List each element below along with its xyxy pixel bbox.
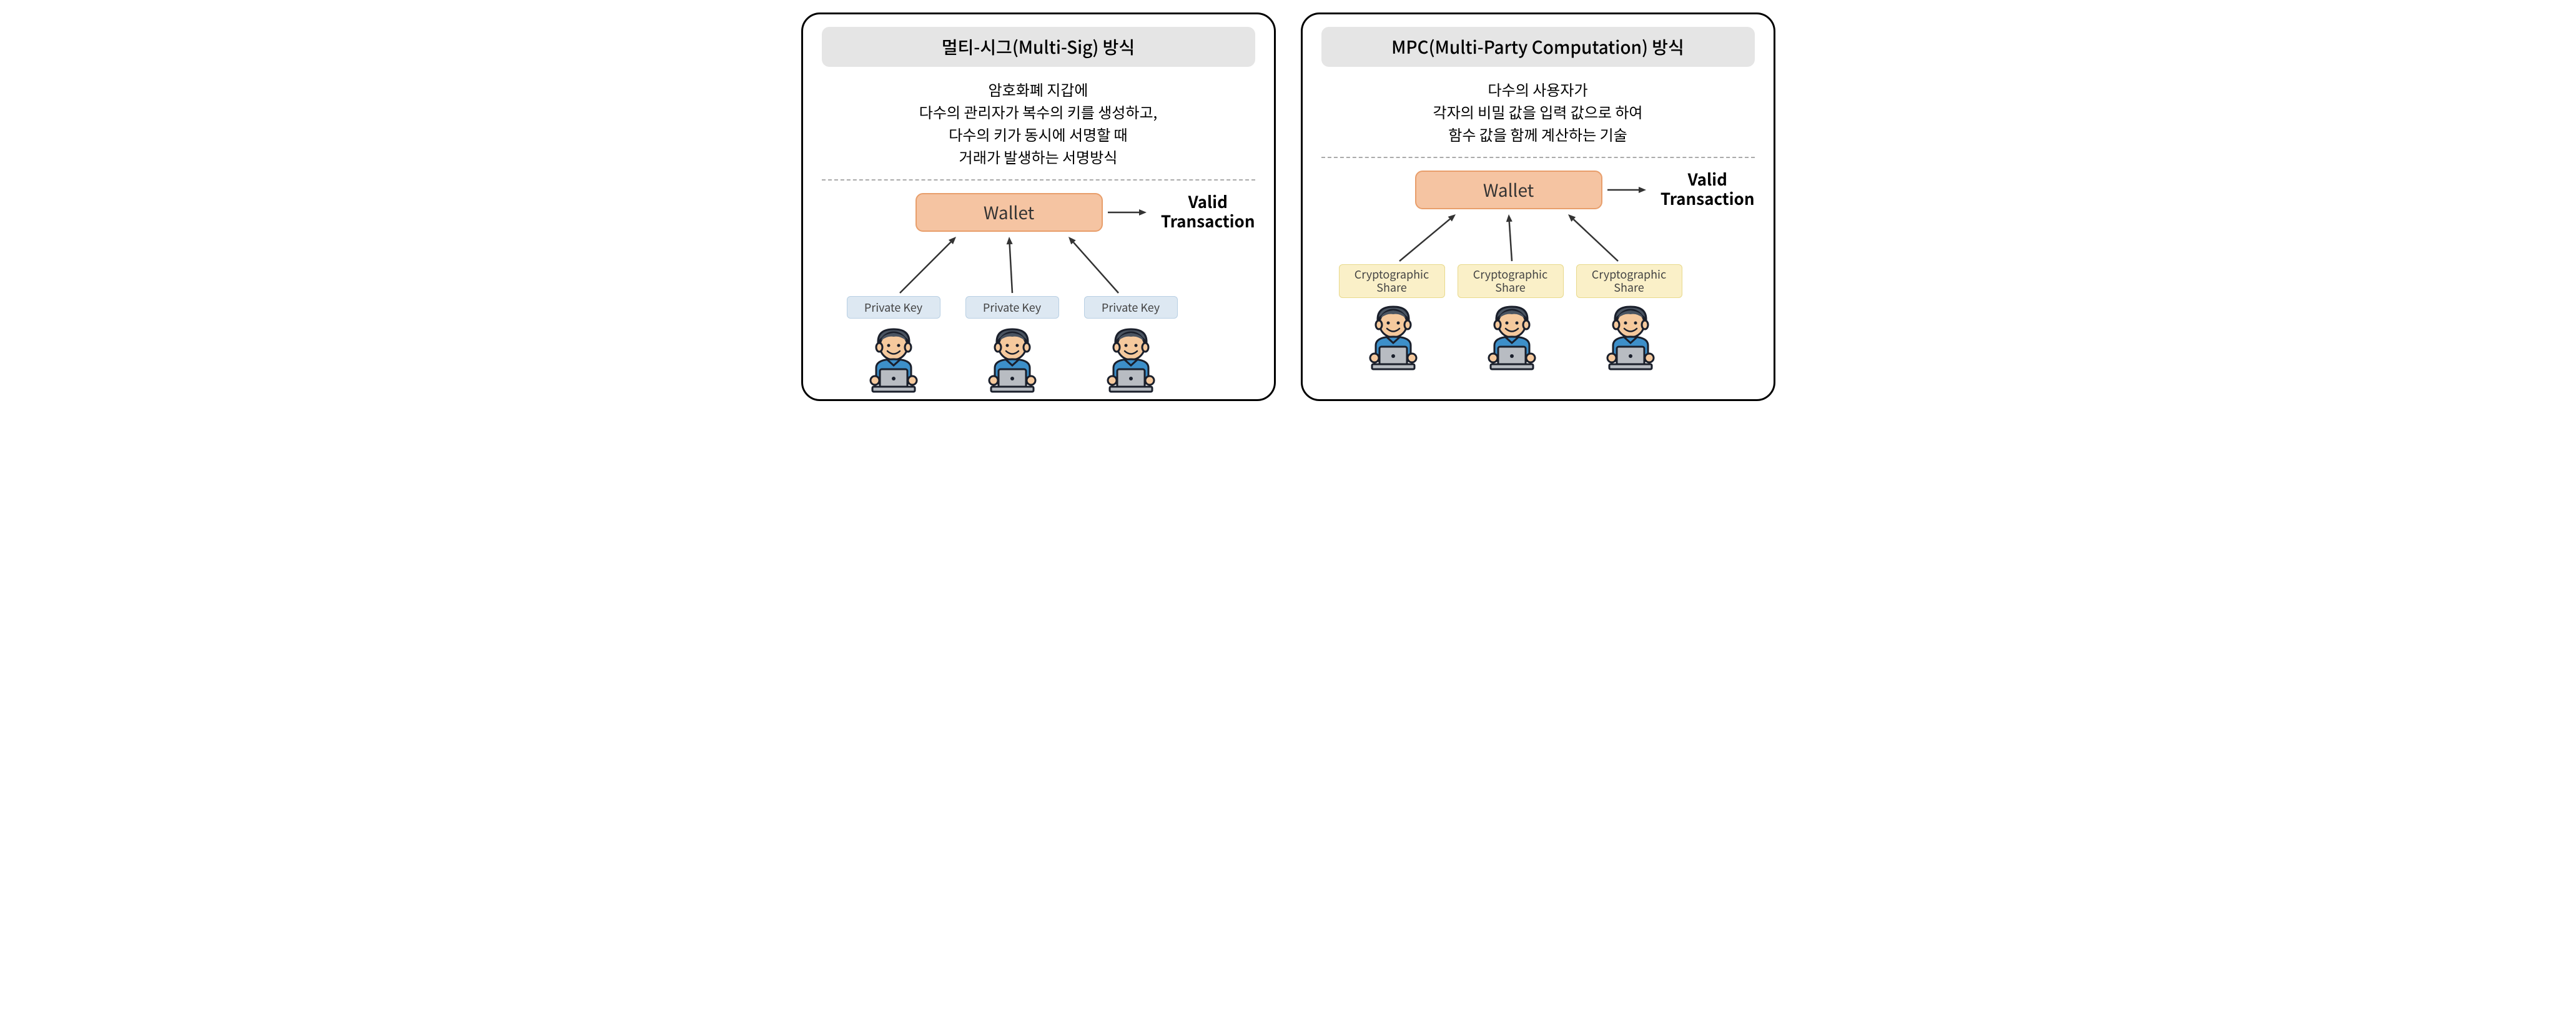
user-icon — [1093, 324, 1168, 393]
key-box: Private Key — [965, 296, 1059, 319]
key-box: Private Key — [847, 296, 940, 319]
user-icon — [1474, 302, 1549, 370]
valid-transaction-label: Valid Transaction — [1161, 192, 1255, 231]
panel-title: MPC(Multi-Party Computation) 방식 — [1321, 27, 1755, 67]
diagram-area: Wallet Valid Transaction Cryptographic S… — [1321, 171, 1755, 370]
panel-title: 멀티-시그(Multi-Sig) 방식 — [822, 27, 1255, 67]
multisig-panel: 멀티-시그(Multi-Sig) 방식 암호화폐 지갑에 다수의 관리자가 복수… — [801, 12, 1276, 401]
key-box: Cryptographic Share — [1458, 264, 1564, 298]
key-box: Private Key — [1084, 296, 1178, 319]
valid-transaction-label: Valid Transaction — [1661, 169, 1755, 208]
user-icon — [1356, 302, 1431, 370]
mpc-panel: MPC(Multi-Party Computation) 방식 다수의 사용자가… — [1301, 12, 1775, 401]
key-box: Cryptographic Share — [1339, 264, 1445, 298]
panel-description: 암호화폐 지갑에 다수의 관리자가 복수의 키를 생성하고, 다수의 키가 동시… — [822, 78, 1255, 168]
panel-description: 다수의 사용자가 각자의 비밀 값을 입력 값으로 하여 함수 값을 함께 계산… — [1321, 78, 1755, 146]
user-icon — [975, 324, 1050, 393]
user-icon — [856, 324, 931, 393]
diagram-area: Wallet Valid Transaction Private Key Priv… — [822, 193, 1255, 393]
wallet-box: Wallet — [1415, 171, 1602, 209]
divider — [1321, 157, 1755, 158]
key-box: Cryptographic Share — [1576, 264, 1682, 298]
wallet-box: Wallet — [915, 193, 1103, 232]
divider — [822, 179, 1255, 181]
user-icon — [1593, 302, 1668, 370]
